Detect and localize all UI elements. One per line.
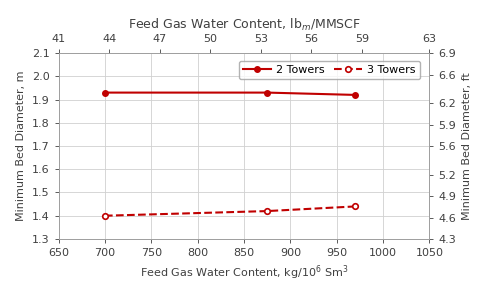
Y-axis label: Minimum Bed Diameter, m: Minimum Bed Diameter, m <box>16 71 26 221</box>
Line: 3 Towers: 3 Towers <box>102 204 358 219</box>
2 Towers <box>352 93 358 97</box>
Legend: 2 Towers, 3 Towers: 2 Towers, 3 Towers <box>239 60 420 79</box>
2 Towers <box>264 91 270 94</box>
X-axis label: Feed Gas Water Content, kg/10$^6$ Sm$^3$: Feed Gas Water Content, kg/10$^6$ Sm$^3$ <box>140 263 348 282</box>
2 Towers <box>102 91 108 94</box>
3 Towers <box>102 214 108 217</box>
Y-axis label: Minimum Bed Diameter, ft: Minimum Bed Diameter, ft <box>462 72 472 220</box>
3 Towers <box>352 205 358 208</box>
X-axis label: Feed Gas Water Content, lb$_m$/MMSCF: Feed Gas Water Content, lb$_m$/MMSCF <box>127 17 361 33</box>
Line: 2 Towers: 2 Towers <box>102 90 358 98</box>
3 Towers <box>264 209 270 213</box>
